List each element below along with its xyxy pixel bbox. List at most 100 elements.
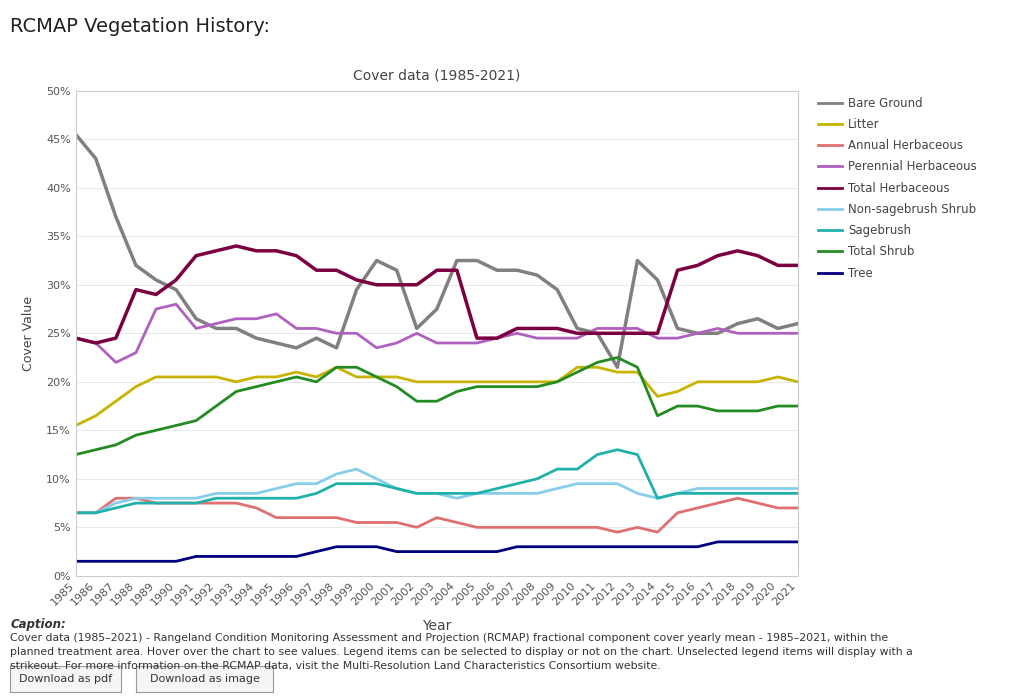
Annual Herbaceous xyxy=(611,528,623,536)
Annual Herbaceous xyxy=(591,524,603,532)
Tree xyxy=(170,557,182,565)
Tree xyxy=(572,542,584,551)
Non-sagebrush Shrub xyxy=(471,489,483,498)
Non-sagebrush Shrub xyxy=(250,489,263,498)
Tree xyxy=(350,542,363,551)
Non-sagebrush Shrub xyxy=(110,499,122,507)
Litter xyxy=(310,373,322,381)
Perennial Herbaceous xyxy=(692,329,704,338)
Litter xyxy=(692,378,704,386)
Y-axis label: Cover Value: Cover Value xyxy=(22,296,35,371)
Annual Herbaceous xyxy=(110,494,122,503)
Bare Ground xyxy=(792,320,804,328)
Litter xyxy=(210,373,222,381)
Litter xyxy=(110,397,122,406)
Tree xyxy=(491,547,503,556)
Total Shrub xyxy=(149,426,162,434)
Total Herbaceous xyxy=(330,266,342,274)
Sagebrush xyxy=(450,489,463,498)
Total Shrub xyxy=(391,383,403,391)
Total Shrub xyxy=(330,363,342,371)
Annual Herbaceous xyxy=(90,509,102,517)
Perennial Herbaceous xyxy=(210,320,222,328)
Annual Herbaceous xyxy=(391,519,403,527)
Annual Herbaceous xyxy=(672,509,684,517)
Litter xyxy=(430,378,442,386)
Perennial Herbaceous xyxy=(772,329,784,338)
Litter xyxy=(471,378,483,386)
Non-sagebrush Shrub xyxy=(310,480,322,488)
Total Herbaceous xyxy=(531,325,543,333)
Litter xyxy=(531,378,543,386)
Tree xyxy=(712,537,724,546)
Sagebrush xyxy=(692,489,704,498)
Litter xyxy=(572,363,584,371)
Non-sagebrush Shrub xyxy=(371,475,383,483)
Litter xyxy=(491,378,503,386)
Sagebrush xyxy=(712,489,724,498)
Litter xyxy=(511,378,523,386)
Bare Ground xyxy=(411,325,423,333)
Tree xyxy=(290,552,302,560)
Sagebrush xyxy=(210,494,222,503)
Text: strikeout. For more information on the RCMAP data, visit the Multi-Resolution La: strikeout. For more information on the R… xyxy=(10,661,661,671)
Total Herbaceous xyxy=(230,242,242,250)
Annual Herbaceous xyxy=(572,524,584,532)
Bare Ground xyxy=(672,325,684,333)
Bare Ground xyxy=(110,213,122,221)
Perennial Herbaceous xyxy=(411,329,423,338)
Tree xyxy=(631,542,643,551)
Perennial Herbaceous xyxy=(611,325,623,333)
Litter xyxy=(450,378,463,386)
Sagebrush xyxy=(411,489,423,498)
Total Herbaceous xyxy=(391,281,403,289)
Perennial Herbaceous xyxy=(572,334,584,342)
Perennial Herbaceous xyxy=(491,334,503,342)
Annual Herbaceous xyxy=(149,499,162,507)
Total Herbaceous xyxy=(450,266,463,274)
Total Shrub xyxy=(692,402,704,410)
Tree xyxy=(371,542,383,551)
Litter xyxy=(250,373,263,381)
Total Shrub xyxy=(551,378,564,386)
Perennial Herbaceous xyxy=(190,325,202,333)
Bare Ground xyxy=(772,325,784,333)
Non-sagebrush Shrub xyxy=(572,480,584,488)
Non-sagebrush Shrub xyxy=(531,489,543,498)
Perennial Herbaceous xyxy=(591,325,603,333)
Sagebrush xyxy=(70,509,82,517)
Line: Sagebrush: Sagebrush xyxy=(76,450,798,513)
Bare Ground xyxy=(250,334,263,342)
Bare Ground xyxy=(430,305,442,313)
Total Herbaceous xyxy=(371,281,383,289)
Annual Herbaceous xyxy=(751,499,764,507)
Non-sagebrush Shrub xyxy=(672,489,684,498)
Non-sagebrush Shrub xyxy=(411,489,423,498)
Line: Tree: Tree xyxy=(76,542,798,561)
Total Herbaceous xyxy=(731,246,743,255)
Total Herbaceous xyxy=(672,266,684,274)
Non-sagebrush Shrub xyxy=(290,480,302,488)
Total Shrub xyxy=(792,402,804,410)
Total Shrub xyxy=(190,417,202,425)
Perennial Herbaceous xyxy=(531,334,543,342)
Bare Ground xyxy=(130,261,142,269)
Total Shrub xyxy=(751,407,764,415)
Tree xyxy=(792,537,804,546)
Bare Ground xyxy=(170,285,182,294)
Total Shrub xyxy=(712,407,724,415)
Non-sagebrush Shrub xyxy=(692,484,704,493)
Total Herbaceous xyxy=(611,329,623,338)
Line: Perennial Herbaceous: Perennial Herbaceous xyxy=(76,304,798,362)
Non-sagebrush Shrub xyxy=(330,470,342,478)
Total Shrub xyxy=(531,383,543,391)
Perennial Herbaceous xyxy=(391,339,403,347)
Bare Ground xyxy=(591,329,603,338)
Total Shrub xyxy=(572,368,584,376)
Bare Ground xyxy=(751,315,764,323)
Litter xyxy=(290,368,302,376)
Litter xyxy=(631,368,643,376)
Perennial Herbaceous xyxy=(651,334,664,342)
Sagebrush xyxy=(230,494,242,503)
Total Shrub xyxy=(70,450,82,459)
